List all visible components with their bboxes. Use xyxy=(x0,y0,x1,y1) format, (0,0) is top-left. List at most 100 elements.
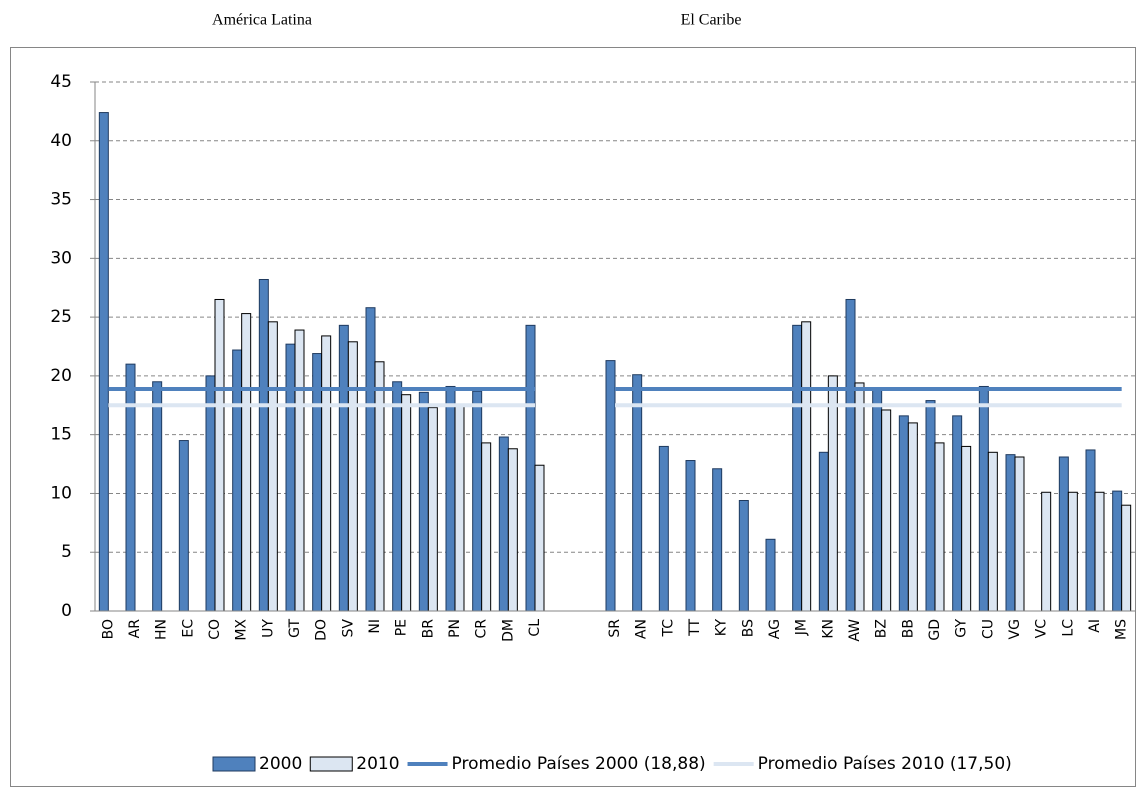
x-tick-label: AN xyxy=(634,619,650,639)
legend-swatch xyxy=(309,756,353,772)
y-tick-label: 30 xyxy=(50,248,72,268)
x-tick-label: NI xyxy=(367,619,383,634)
y-tick-label: 35 xyxy=(50,190,72,210)
x-tick-label: AW xyxy=(847,619,863,642)
bar xyxy=(952,415,963,612)
bar xyxy=(285,343,296,612)
legend-label: 2010 xyxy=(356,754,399,774)
x-tick-label: MS xyxy=(1114,619,1130,640)
legend-label: Promedio Países 2000 (18,88) xyxy=(452,754,706,774)
bar xyxy=(818,451,829,612)
x-tick-label: EC xyxy=(180,619,196,638)
x-tick-label: VG xyxy=(1007,619,1023,639)
x-tick-label: GT xyxy=(287,619,303,638)
x-tick-label: UY xyxy=(260,619,276,638)
bar xyxy=(685,460,696,612)
x-tick-label: CO xyxy=(207,619,223,640)
bar xyxy=(801,321,812,612)
bar xyxy=(321,335,332,612)
x-tick-label: DO xyxy=(314,619,330,641)
x-tick-label: LC xyxy=(1060,619,1076,637)
bar xyxy=(765,538,776,612)
x-tick-label: CR xyxy=(474,619,490,639)
bar xyxy=(152,381,163,612)
bar xyxy=(738,499,749,612)
bar xyxy=(881,409,892,612)
bar xyxy=(445,385,456,612)
x-tick-label: AI xyxy=(1087,619,1103,633)
bar xyxy=(98,112,109,612)
bar xyxy=(961,445,972,612)
chart-frame xyxy=(10,47,1136,787)
x-tick-label: SV xyxy=(340,619,356,638)
x-tick-label: DM xyxy=(500,619,516,642)
y-tick-label: 10 xyxy=(50,483,72,503)
bar xyxy=(498,436,509,612)
x-tick-label: HN xyxy=(154,619,170,640)
x-tick-label: BB xyxy=(900,619,916,638)
bar xyxy=(401,394,412,612)
bar xyxy=(454,405,465,612)
y-tick-label: 25 xyxy=(50,307,72,327)
x-tick-label: PN xyxy=(447,619,463,638)
bar xyxy=(1085,449,1096,612)
bar xyxy=(267,321,278,612)
x-tick-label: GY xyxy=(954,619,970,638)
x-tick-label: BZ xyxy=(874,619,890,638)
x-tick-label: SR xyxy=(607,619,623,638)
x-tick-label: CL xyxy=(527,619,543,637)
bar xyxy=(898,415,909,612)
x-tick-label: CU xyxy=(980,619,996,639)
bar xyxy=(845,298,856,612)
bar xyxy=(338,324,349,612)
bar xyxy=(987,451,998,612)
bar xyxy=(507,448,518,612)
bar xyxy=(125,363,136,612)
bar xyxy=(658,445,669,612)
bar xyxy=(978,385,989,612)
y-tick-label: 20 xyxy=(50,366,72,386)
bar xyxy=(1067,491,1078,612)
bar xyxy=(1094,491,1105,612)
bar xyxy=(525,324,536,612)
y-tick-label: 15 xyxy=(50,425,72,445)
x-tick-label: JM xyxy=(794,619,810,636)
bar xyxy=(472,390,483,612)
legend-swatch xyxy=(212,756,256,772)
x-tick-label: BR xyxy=(420,619,436,639)
bar xyxy=(312,353,323,612)
bar xyxy=(392,381,403,612)
bar xyxy=(925,400,936,612)
y-tick-label: 5 xyxy=(61,542,72,562)
bar xyxy=(205,375,216,612)
bar xyxy=(241,313,252,612)
bar xyxy=(872,388,883,612)
bar xyxy=(214,298,225,612)
bar xyxy=(258,278,269,612)
x-tick-label: TT xyxy=(687,619,703,637)
bar xyxy=(418,391,429,612)
x-tick-label: VC xyxy=(1034,619,1050,639)
group-label: América Latina xyxy=(212,12,312,29)
x-tick-label: AR xyxy=(127,619,143,639)
x-tick-label: BS xyxy=(740,619,756,637)
bar xyxy=(1058,456,1069,612)
x-tick-label: GD xyxy=(927,619,943,641)
bar xyxy=(534,464,545,612)
y-tick-label: 0 xyxy=(61,601,72,621)
bar xyxy=(1121,504,1132,612)
bar xyxy=(178,440,189,612)
x-tick-label: BO xyxy=(100,619,116,639)
x-tick-label: MX xyxy=(234,619,250,641)
bar xyxy=(1014,456,1025,612)
y-tick-label: 40 xyxy=(50,131,72,151)
x-tick-label: AG xyxy=(767,619,783,639)
legend-label: 2000 xyxy=(259,754,302,774)
x-tick-label: TC xyxy=(660,619,676,638)
bar xyxy=(712,468,723,612)
bar xyxy=(907,422,918,612)
bar xyxy=(1112,490,1123,612)
x-tick-label: PE xyxy=(394,619,410,636)
bar xyxy=(347,341,358,612)
